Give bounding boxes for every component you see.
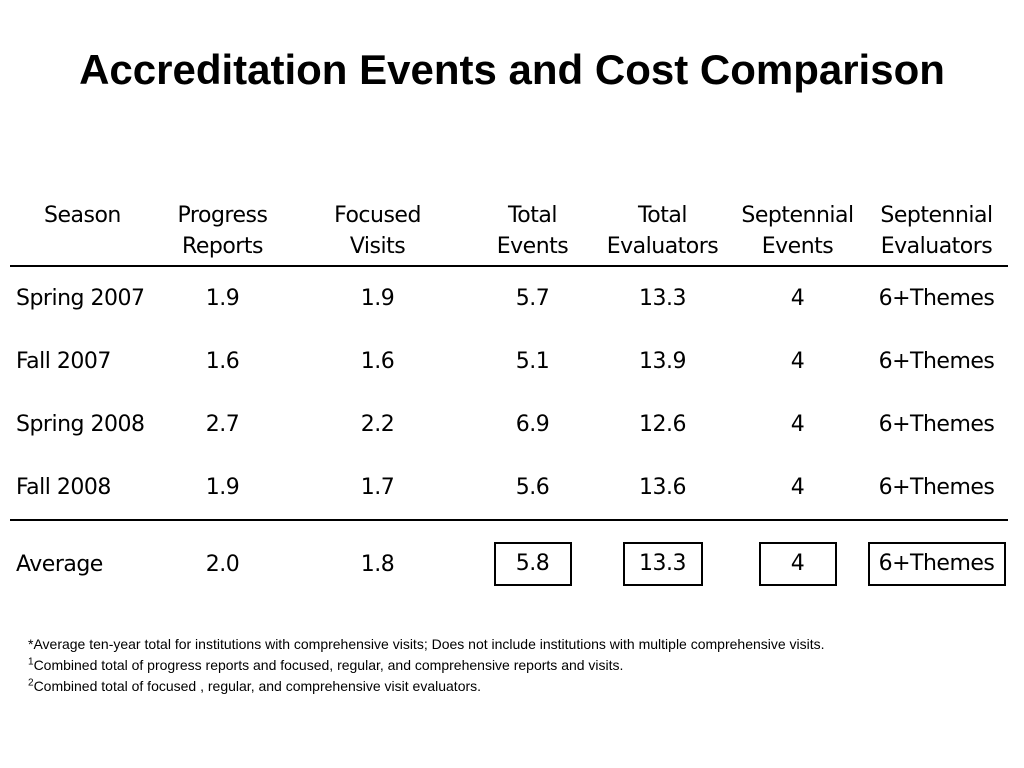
header-total-events: Total Events: [470, 200, 595, 267]
cell-septennial-evaluators: 6+Themes: [878, 412, 995, 437]
header-progress-reports: Progress Reports: [160, 200, 285, 267]
cell-septennial-events: 4: [790, 349, 805, 374]
average-progress-reports: 2.0: [160, 519, 285, 607]
cell-progress-reports: 1.6: [205, 349, 240, 374]
cell-focused-visits: 1.6: [360, 349, 395, 374]
table-header-row: Season Progress Reports Focused Visits Tot…: [10, 200, 1008, 267]
footnote-1-text: Combined total of progress reports and f…: [33, 657, 624, 673]
cell-septennial-events: 4: [790, 475, 805, 500]
cell-total-events: 6.9: [515, 412, 550, 437]
cell-total-evaluators: 13.6: [639, 475, 686, 500]
footnotes: *Average ten-year total for institutions…: [28, 634, 1008, 697]
cell-total-evaluators: 13.9: [639, 349, 686, 374]
average-row: Average 2.0 1.8 5.8 13.3 4 6+Themes: [10, 519, 1008, 607]
cell-septennial-events: 4: [790, 286, 805, 311]
header-total-evaluators: Total Evaluators: [595, 200, 730, 267]
cell-progress-reports: 1.9: [205, 286, 240, 311]
footnote-2: 2Combined total of focused , regular, an…: [28, 676, 1008, 697]
average-total-evaluators-box: 13.3: [622, 542, 703, 586]
average-total-events-cell: 5.8: [470, 519, 595, 607]
header-focused-visits: Focused Visits: [285, 200, 470, 267]
table-row: Spring 2008 2.7 2.2 6.9 12.6 4 6+Themes: [10, 393, 1008, 456]
average-septennial-evaluators-cell: 6+Themes: [865, 519, 1008, 607]
cell-total-evaluators: 13.3: [639, 286, 686, 311]
cell-progress-reports: 1.9: [205, 475, 240, 500]
average-septennial-evaluators-box: 6+Themes: [867, 542, 1006, 586]
header-season: Season: [10, 200, 160, 267]
footnote-2-marker: 2: [28, 677, 34, 689]
cell-season: Spring 2008: [16, 412, 145, 437]
footnote-1: 1Combined total of progress reports and …: [28, 655, 1008, 676]
cell-season: Fall 2008: [16, 475, 111, 500]
footnote-star: *Average ten-year total for institutions…: [28, 636, 825, 652]
cell-progress-reports: 2.7: [205, 412, 240, 437]
cell-season: Spring 2007: [16, 286, 145, 311]
average-total-events-box: 5.8: [493, 542, 572, 586]
comparison-table-container: Season Progress Reports Focused Visits Tot…: [10, 200, 1008, 607]
average-septennial-events-cell: 4: [730, 519, 865, 607]
footnote-2-text: Combined total of focused , regular, and…: [33, 678, 482, 694]
footnote-1-marker: 1: [28, 656, 34, 668]
table-row: Fall 2008 1.9 1.7 5.6 13.6 4 6+Themes: [10, 456, 1008, 520]
comparison-table: Season Progress Reports Focused Visits Tot…: [10, 200, 1008, 607]
average-label: Average: [10, 519, 160, 607]
average-total-evaluators-cell: 13.3: [595, 519, 730, 607]
table-row: Spring 2007 1.9 1.9 5.7 13.3 4 6+Themes: [10, 266, 1008, 330]
cell-septennial-events: 4: [790, 412, 805, 437]
page-title: Accreditation Events and Cost Comparison: [79, 46, 945, 93]
header-septennial-evaluators: Septennial Evaluators: [865, 200, 1008, 267]
cell-focused-visits: 1.7: [360, 475, 395, 500]
cell-total-events: 5.6: [515, 475, 550, 500]
cell-focused-visits: 2.2: [360, 412, 395, 437]
header-septennial-events: Septennial Events: [730, 200, 865, 267]
table-row: Fall 2007 1.6 1.6 5.1 13.9 4 6+Themes: [10, 330, 1008, 393]
cell-septennial-evaluators: 6+Themes: [878, 286, 995, 311]
cell-septennial-evaluators: 6+Themes: [878, 349, 995, 374]
cell-season: Fall 2007: [16, 349, 111, 374]
cell-focused-visits: 1.9: [360, 286, 395, 311]
cell-total-events: 5.1: [515, 349, 550, 374]
average-focused-visits: 1.8: [285, 519, 470, 607]
average-septennial-events-box: 4: [758, 542, 837, 586]
cell-total-evaluators: 12.6: [639, 412, 686, 437]
cell-total-events: 5.7: [515, 286, 550, 311]
cell-septennial-evaluators: 6+Themes: [878, 475, 995, 500]
